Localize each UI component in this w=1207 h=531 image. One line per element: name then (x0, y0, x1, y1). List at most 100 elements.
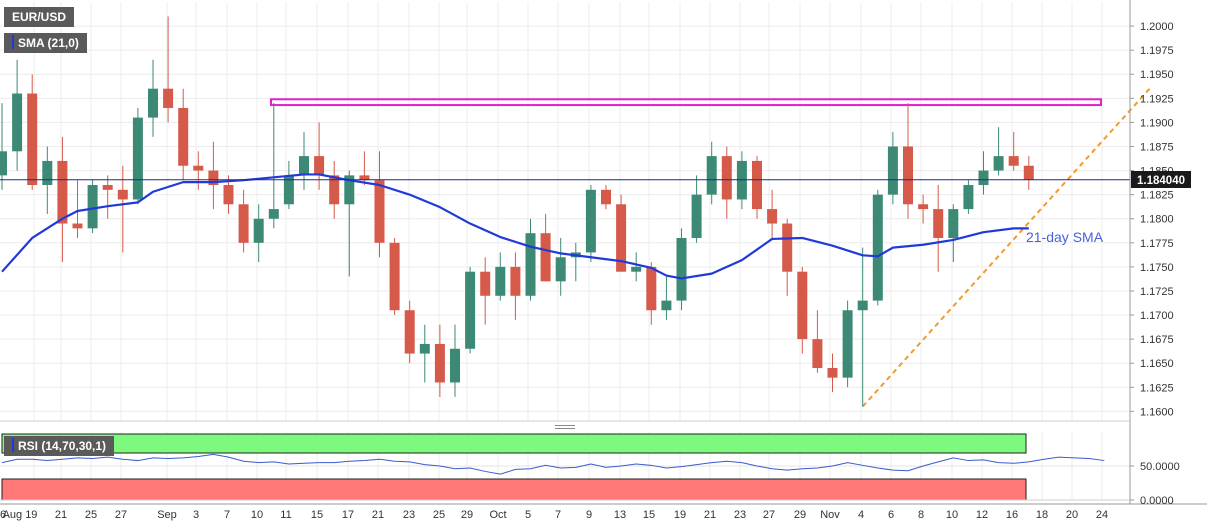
candle-body (963, 185, 974, 210)
candle (208, 141, 219, 210)
candle-body (978, 170, 989, 186)
candle-body (87, 185, 98, 229)
candle-body (12, 93, 23, 152)
candle (389, 237, 400, 316)
time-tick-label: 3 (193, 509, 199, 521)
candle-body (495, 266, 506, 296)
sma-color-swatch (12, 35, 14, 49)
candle-body (208, 170, 219, 186)
candle-body (117, 189, 128, 200)
candle-body (283, 175, 294, 205)
candle (827, 353, 838, 393)
candle (72, 180, 83, 238)
candle (842, 300, 853, 388)
candle (857, 247, 868, 407)
resistance-zone (270, 98, 1102, 107)
rsi-oversold-band (1, 478, 1027, 501)
axis-labels: 1.1600 1.1625 1.1650 1.1675 1.1700 1.1725 1.17… (0, 21, 1180, 521)
candle (178, 88, 189, 181)
time-tick-label: 5 (525, 509, 531, 521)
candle-body (903, 146, 913, 205)
candle (963, 180, 974, 214)
time-tick-label: 23 (734, 509, 746, 521)
candle (253, 204, 264, 263)
candle (27, 74, 38, 190)
time-tick-label: 29 (461, 509, 473, 521)
rsi-bands (1, 433, 1027, 501)
candle-body (1023, 165, 1034, 180)
candle-body (102, 185, 113, 190)
time-tick-label: 10 (251, 509, 263, 521)
rsi-legend[interactable]: RSI (14,70,30,1) (4, 436, 115, 456)
candle-body (797, 271, 808, 340)
symbol-legend[interactable]: EUR/USD (4, 7, 75, 27)
candle-body (631, 266, 642, 272)
candle (540, 213, 551, 282)
candle (102, 175, 113, 219)
sma-series (1, 173, 1029, 280)
price-tick-label: 1.1675 (1140, 334, 1174, 346)
price-tick-label: 1.1950 (1140, 69, 1174, 81)
candle (495, 252, 506, 301)
candle-body (948, 209, 959, 238)
candle-body (193, 165, 204, 171)
candle (918, 194, 929, 224)
last-price-badge: 1.184040 (1131, 171, 1191, 188)
candle (12, 59, 23, 171)
candle (87, 180, 98, 234)
time-tick-label: 4 (858, 509, 864, 521)
sma-line (1, 173, 1029, 280)
time-tick-label: 6 (888, 509, 894, 521)
candle (510, 252, 521, 320)
candle-body (72, 223, 83, 229)
time-tick-label: 13 (614, 509, 626, 521)
candle (887, 132, 898, 205)
grid-lines (0, 2, 1130, 500)
candle (434, 324, 445, 397)
candle-body (616, 204, 627, 272)
time-tick-label: 7 (224, 509, 230, 521)
time-tick-label: 7 (555, 509, 561, 521)
candle (631, 252, 642, 282)
axes (0, 0, 1207, 505)
sma-legend[interactable]: SMA (21,0) (4, 33, 87, 53)
price-tick-label: 1.1825 (1140, 190, 1174, 202)
symbol-label: EUR/USD (12, 10, 67, 24)
candle (344, 170, 355, 277)
candle-body (389, 242, 400, 311)
candle-body (782, 223, 793, 272)
candle-body (359, 175, 370, 181)
candle-body (933, 209, 944, 238)
time-tick-label: 21 (372, 509, 384, 521)
candle (525, 218, 536, 301)
candle-body (872, 194, 883, 301)
candle (555, 237, 566, 296)
candle (268, 103, 279, 229)
time-tick-label: 27 (115, 509, 127, 521)
time-tick-label: 15 (311, 509, 323, 521)
rsi-series (1, 453, 1105, 475)
time-tick-label: 24 (1096, 509, 1108, 521)
price-tick-label: 1.1975 (1140, 45, 1174, 57)
candle-body (661, 300, 672, 311)
candle-body (42, 160, 53, 186)
price-tick-label: 1.1925 (1140, 93, 1174, 105)
candle-body (842, 310, 853, 378)
candle-body (178, 107, 189, 166)
price-tick-label: 1.1600 (1140, 406, 1174, 418)
candle (691, 175, 702, 243)
candle-body (329, 175, 340, 205)
time-tick-label: Sep (157, 509, 177, 521)
candle-body (223, 185, 234, 205)
candle (404, 300, 415, 364)
candle-body (752, 160, 762, 210)
candle-body (525, 233, 536, 296)
candle (193, 151, 204, 190)
pane-resize-handle[interactable] (555, 425, 575, 429)
candle-body (268, 209, 279, 219)
time-tick-label: Aug 19 (3, 509, 38, 521)
candle-body (540, 233, 551, 282)
time-tick-label: 8 (918, 509, 924, 521)
